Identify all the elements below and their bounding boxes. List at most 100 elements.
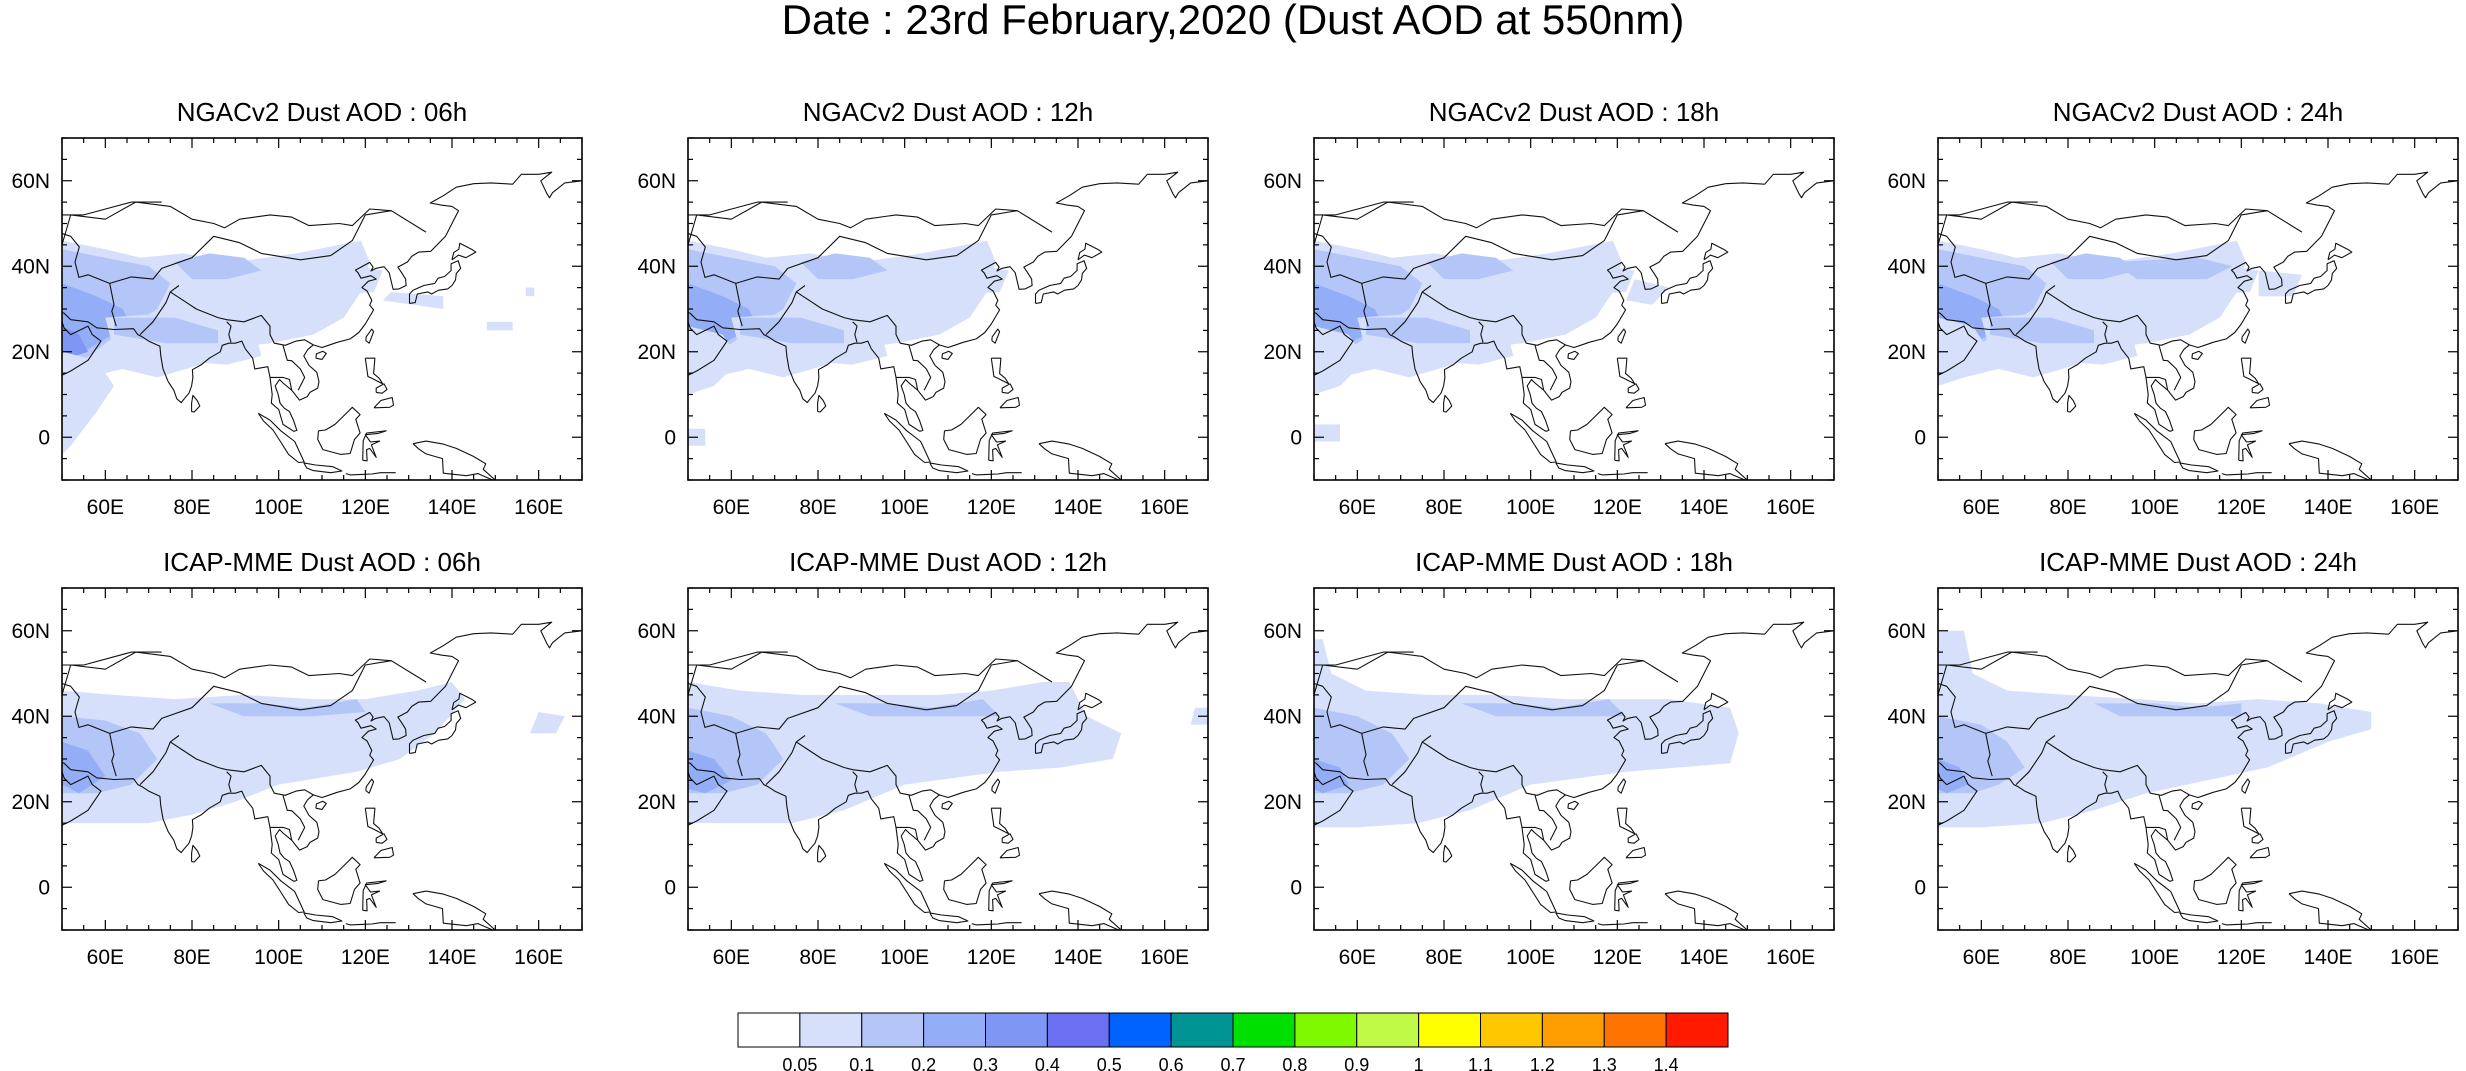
coastline <box>1391 285 1432 335</box>
coastline <box>2191 800 2203 810</box>
x-tick-label: 160E <box>2390 946 2439 969</box>
panel-title: ICAP-MME Dust AOD : 24h <box>2039 547 2357 577</box>
coastline <box>991 778 1001 794</box>
coastlines <box>0 621 582 930</box>
coastline <box>2288 440 2372 480</box>
dust-aod-field <box>1938 240 2302 386</box>
coastline <box>1664 440 1748 480</box>
coastline <box>991 328 1001 344</box>
dust-aod-region <box>1938 630 2372 828</box>
coastline <box>282 345 306 391</box>
coastline <box>1569 856 1613 905</box>
dust-aod-region <box>1314 424 1340 442</box>
panel-title: ICAP-MME Dust AOD : 18h <box>1415 547 1733 577</box>
dust-aod-region <box>2094 703 2242 717</box>
coastline <box>2067 394 2077 413</box>
coastlines <box>1938 621 2458 930</box>
colorbar-label: 1.2 <box>1530 1055 1555 1071</box>
coastline <box>688 320 728 376</box>
coastline <box>303 462 343 474</box>
x-tick-label: 140E <box>1053 946 1102 969</box>
x-tick-label: 140E <box>1053 496 1102 519</box>
coastline <box>2249 846 2271 859</box>
coastline <box>62 320 102 376</box>
dust-aod-region <box>62 351 114 455</box>
coastline <box>688 651 1018 696</box>
coastline <box>688 232 736 284</box>
panel-title: NGACv2 Dust AOD : 18h <box>1429 97 1719 127</box>
y-tick-label: 40N <box>637 705 676 728</box>
coastline <box>2015 285 2056 335</box>
dust-aod-region <box>904 266 1009 297</box>
coastline <box>257 412 305 464</box>
x-tick-label: 140E <box>427 946 476 969</box>
coastline <box>1391 735 1432 785</box>
colorbar-label: 0.1 <box>849 1055 874 1071</box>
coastline <box>1938 311 2122 404</box>
y-tick-label: 40N <box>637 255 676 278</box>
coastline <box>408 260 462 304</box>
coastline <box>1496 621 1834 882</box>
dust-aod-region <box>688 682 1122 824</box>
coastline <box>2284 710 2338 754</box>
coastline <box>2133 412 2181 464</box>
dust-aod-field <box>688 240 1009 446</box>
coastline <box>2241 778 2251 794</box>
coastline <box>0 278 58 305</box>
x-tick-label: 80E <box>173 946 210 969</box>
coastline <box>1703 242 1729 261</box>
dust-aod-region <box>62 741 106 794</box>
colorbar-swatch <box>799 1012 863 1048</box>
coastline <box>1361 660 1679 734</box>
coastline <box>1938 651 2268 696</box>
x-tick-label: 60E <box>1339 496 1376 519</box>
dust-aod-region <box>2050 253 2138 280</box>
x-tick-label: 120E <box>967 946 1016 969</box>
coastline <box>2133 862 2181 914</box>
coastline <box>735 660 1053 734</box>
dust-aod-region <box>1530 266 1635 297</box>
y-tick-label: 40N <box>11 705 50 728</box>
x-tick-label: 60E <box>1963 496 2000 519</box>
x-tick-label: 160E <box>1766 946 1815 969</box>
coastline <box>2067 844 2077 863</box>
dust-aod-field <box>1938 630 2372 828</box>
coastline <box>1616 807 1636 835</box>
y-tick-label: 40N <box>11 255 50 278</box>
x-tick-label: 80E <box>1425 946 1462 969</box>
colorbar: 0.05 0.1 0.2 0.3 0.4 0.5 0.6 0.7 0.8 0.9 1 1.1 1.2 1.… <box>737 1012 1729 1071</box>
x-tick-label: 160E <box>1140 946 1189 969</box>
coastline <box>1314 770 1354 826</box>
dust-aod-region <box>62 682 465 824</box>
coastline <box>0 728 58 755</box>
coastline <box>1001 383 1014 394</box>
coastline <box>2179 462 2219 474</box>
map-panel: NGACv2 Dust AOD : 12h 60E 80E 100E 120E 140E 1… <box>637 97 1209 519</box>
coastline <box>929 462 969 474</box>
coastline <box>852 771 858 793</box>
coastline <box>1660 260 1714 304</box>
coastline <box>2158 795 2182 841</box>
coastline <box>1938 201 2038 216</box>
coastline <box>62 311 246 404</box>
y-tick-label: 20N <box>1263 341 1302 364</box>
dust-aod-region <box>174 253 262 280</box>
coastline <box>1555 462 1595 474</box>
y-tick-label: 0 <box>38 876 50 899</box>
x-tick-label: 100E <box>254 496 303 519</box>
coastline <box>1443 844 1453 863</box>
colorbar-swatch <box>1108 1012 1172 1048</box>
coastline <box>373 846 395 859</box>
coastline <box>1555 912 1595 924</box>
coastline <box>1873 278 1934 305</box>
coastline <box>1361 283 1369 327</box>
x-tick-label: 80E <box>799 946 836 969</box>
dust-aod-region <box>2111 257 2233 280</box>
coastline <box>1938 232 1986 284</box>
coastline <box>941 800 953 810</box>
coastline <box>2193 856 2237 905</box>
coastline <box>1614 880 1639 912</box>
coastline <box>817 394 827 413</box>
coastline <box>139 735 180 785</box>
coastline <box>109 733 117 777</box>
